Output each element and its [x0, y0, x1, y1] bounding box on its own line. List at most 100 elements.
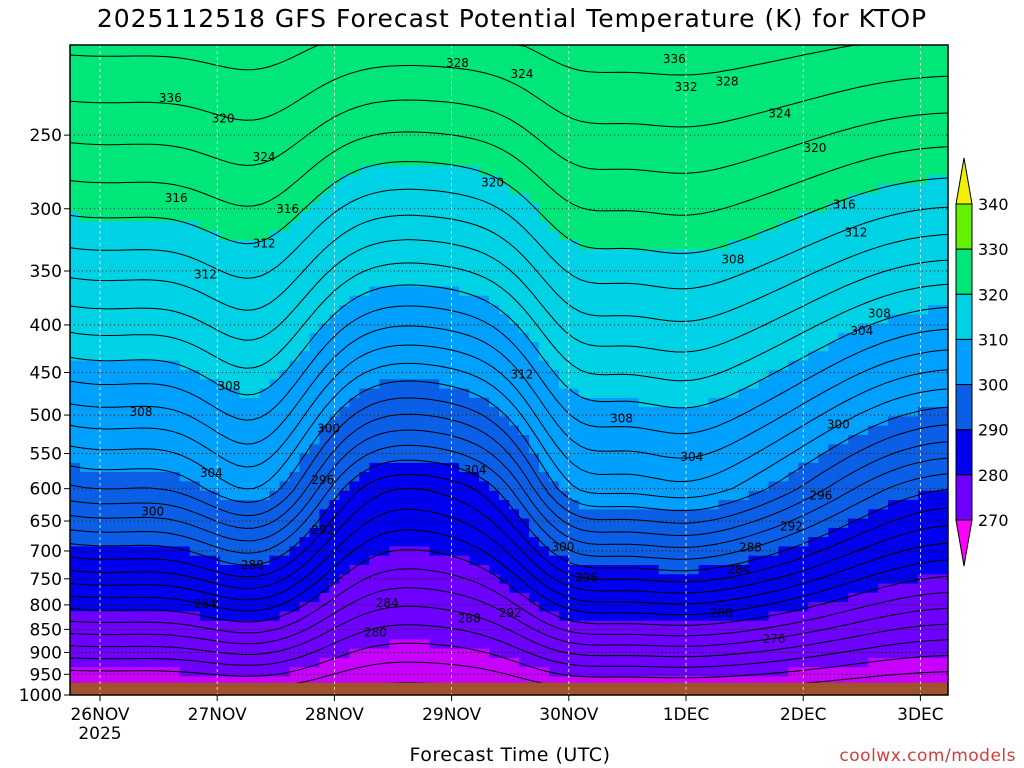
heatmap-cell: [80, 193, 91, 204]
heatmap-cell: [309, 351, 321, 362]
heatmap-cell: [768, 639, 779, 650]
heatmap-cell: [429, 277, 440, 287]
heatmap-cell: [329, 379, 340, 390]
heatmap-cell: [389, 91, 400, 102]
heatmap-cell: [289, 667, 301, 677]
heatmap-cell: [568, 388, 580, 399]
heatmap-cell: [369, 620, 380, 631]
heatmap-cell: [509, 267, 520, 278]
heatmap-cell: [459, 305, 470, 315]
heatmap-cell: [149, 509, 161, 520]
heatmap-cell: [598, 342, 610, 352]
heatmap-cell: [618, 462, 630, 473]
heatmap-cell: [419, 667, 430, 677]
heatmap-cell: [229, 565, 241, 575]
heatmap-cell: [229, 416, 241, 427]
heatmap-cell: [70, 490, 81, 501]
heatmap-cell: [618, 305, 630, 315]
heatmap-cell: [708, 537, 720, 547]
heatmap-cell: [718, 230, 730, 241]
heatmap-cell: [658, 527, 670, 538]
heatmap-cell: [409, 407, 420, 417]
heatmap-cell: [678, 388, 690, 399]
heatmap-cell: [658, 388, 670, 399]
heatmap-cell: [279, 249, 291, 260]
heatmap-cell: [169, 537, 181, 547]
heatmap-cell: [389, 648, 400, 659]
heatmap-cell: [568, 351, 580, 362]
heatmap-cell: [578, 676, 590, 687]
heatmap-cell: [409, 332, 420, 343]
heatmap-cell: [708, 518, 720, 529]
heatmap-cell: [449, 63, 460, 74]
heatmap-cell: [239, 45, 251, 55]
heatmap-cell: [139, 388, 151, 399]
heatmap-cell: [628, 388, 640, 399]
heatmap-cell: [698, 267, 710, 278]
heatmap-cell: [618, 54, 630, 65]
heatmap-cell: [159, 620, 171, 631]
heatmap-cell: [199, 648, 211, 659]
heatmap-cell: [90, 277, 101, 287]
heatmap-cell: [269, 267, 281, 278]
heatmap-cell: [409, 240, 420, 250]
heatmap-cell: [229, 175, 241, 185]
heatmap-cell: [349, 240, 360, 250]
heatmap-cell: [758, 611, 769, 622]
heatmap-cell: [578, 397, 590, 408]
heatmap-cell: [548, 54, 560, 65]
heatmap-cell: [359, 509, 370, 520]
heatmap-cell: [409, 500, 420, 510]
heatmap-cell: [489, 630, 500, 640]
heatmap-cell: [628, 472, 640, 482]
heatmap-cell: [598, 490, 610, 501]
heatmap-cell: [259, 555, 271, 566]
heatmap-cell: [169, 110, 181, 120]
heatmap-cell: [529, 583, 540, 594]
heatmap-cell: [80, 397, 91, 408]
heatmap-cell: [459, 147, 470, 157]
heatmap-cell: [199, 72, 211, 83]
heatmap-cell: [409, 537, 420, 547]
heatmap-cell: [768, 425, 779, 436]
heatmap-cell: [389, 676, 400, 687]
heatmap-cell: [479, 611, 490, 622]
heatmap-cell: [479, 527, 490, 538]
heatmap-cell: [648, 565, 660, 575]
heatmap-cell: [648, 657, 660, 668]
heatmap-cell: [389, 630, 400, 640]
heatmap-cell: [668, 370, 680, 380]
heatmap-cell: [568, 54, 580, 65]
heatmap-cell: [648, 63, 660, 74]
heatmap-cell: [119, 258, 131, 269]
heatmap-cell: [90, 63, 101, 74]
heatmap-cell: [179, 72, 191, 83]
heatmap-cell: [169, 388, 181, 399]
heatmap-cell: [748, 305, 760, 315]
heatmap-cell: [758, 45, 769, 55]
heatmap-cell: [239, 639, 251, 650]
heatmap-cell: [99, 63, 111, 74]
heatmap-cell: [548, 379, 560, 390]
heatmap-cell: [119, 397, 131, 408]
heatmap-cell: [499, 648, 510, 659]
heatmap-cell: [509, 165, 520, 176]
heatmap-cell: [369, 332, 380, 343]
heatmap-cell: [499, 342, 510, 352]
heatmap-cell: [608, 286, 620, 297]
heatmap-cell: [339, 240, 350, 250]
heatmap-cell: [768, 202, 779, 213]
heatmap-cell: [119, 295, 131, 306]
heatmap-cell: [668, 147, 680, 157]
heatmap-cell: [149, 407, 161, 417]
heatmap-cell: [209, 240, 221, 250]
heatmap-cell: [618, 546, 630, 557]
heatmap-cell: [588, 305, 600, 315]
heatmap-cell: [90, 91, 101, 102]
heatmap-cell: [229, 500, 241, 510]
heatmap-cell: [718, 72, 730, 83]
heatmap-cell: [80, 221, 91, 232]
heatmap-cell: [90, 565, 101, 575]
heatmap-cell: [618, 277, 630, 287]
heatmap-cell: [169, 165, 181, 176]
